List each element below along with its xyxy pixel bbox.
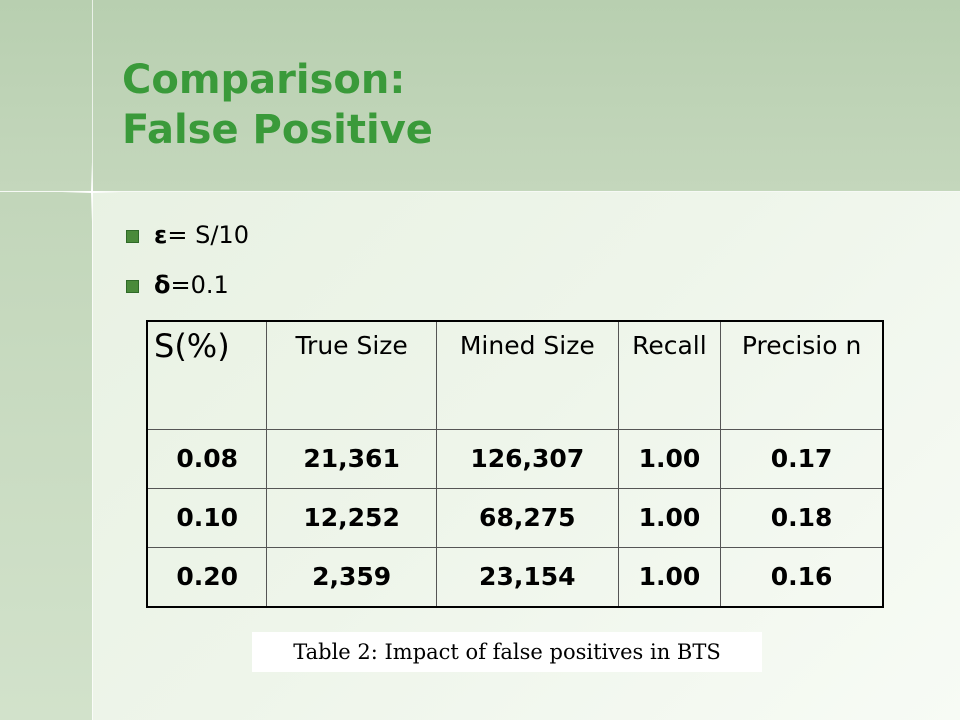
square-bullet-icon — [126, 230, 139, 243]
decorative-horizontal-line — [0, 191, 960, 192]
cell-true-size: 21,361 — [266, 429, 437, 489]
table-header-row: S(%) True Size Mined Size Recall Precisi… — [146, 320, 884, 430]
cell-recall: 1.00 — [617, 429, 722, 489]
table-caption: Table 2: Impact of false positives in BT… — [252, 632, 762, 672]
header-precision: Precisio n — [720, 320, 884, 430]
bullet-item-epsilon: ε= S/10 — [122, 217, 249, 267]
bullet-symbol: δ — [154, 271, 171, 299]
cell-mined-size: 23,154 — [435, 547, 619, 608]
cell-precision: 0.16 — [720, 547, 884, 608]
cell-s: 0.08 — [146, 429, 268, 489]
header-recall: Recall — [617, 320, 722, 430]
results-table: S(%) True Size Mined Size Recall Precisi… — [146, 320, 884, 608]
cell-true-size: 12,252 — [266, 488, 437, 548]
title-line-2: False Positive — [122, 107, 433, 153]
cell-recall: 1.00 — [617, 547, 722, 608]
header-true-size: True Size — [266, 320, 437, 430]
header-mined-size: Mined Size — [435, 320, 619, 430]
slide-title: Comparison: False Positive — [122, 55, 433, 155]
bullet-symbol: ε — [154, 221, 168, 249]
table-row: 0.08 21,361 126,307 1.00 0.17 — [146, 429, 884, 489]
cell-true-size: 2,359 — [266, 547, 437, 608]
cell-recall: 1.00 — [617, 488, 722, 548]
title-line-1: Comparison: — [122, 57, 406, 103]
sparkle-icon — [62, 162, 122, 222]
table-row: 0.20 2,359 23,154 1.00 0.16 — [146, 547, 884, 608]
bullet-text: = S/10 — [167, 221, 249, 249]
cell-precision: 0.17 — [720, 429, 884, 489]
bullet-item-delta: δ=0.1 — [122, 267, 249, 317]
decorative-vertical-line — [92, 0, 93, 720]
cell-s: 0.20 — [146, 547, 268, 608]
bullet-list: ε= S/10 δ=0.1 — [122, 217, 249, 317]
table-row: 0.10 12,252 68,275 1.00 0.18 — [146, 488, 884, 548]
left-band — [0, 192, 92, 720]
cell-s: 0.10 — [146, 488, 268, 548]
header-band — [0, 0, 960, 192]
cell-mined-size: 126,307 — [435, 429, 619, 489]
bullet-text: =0.1 — [170, 271, 229, 299]
header-s-percent: S(%) — [146, 320, 268, 430]
square-bullet-icon — [126, 280, 139, 293]
cell-precision: 0.18 — [720, 488, 884, 548]
cell-mined-size: 68,275 — [435, 488, 619, 548]
